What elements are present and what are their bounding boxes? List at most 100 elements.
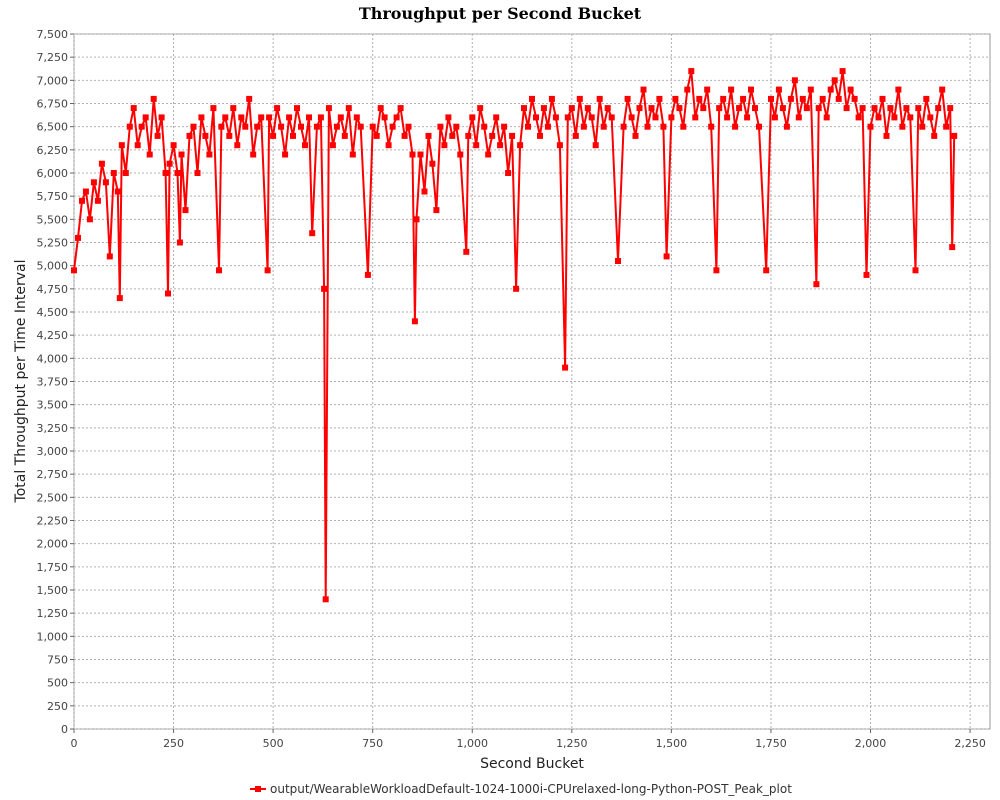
data-point — [891, 114, 898, 121]
data-point — [795, 114, 802, 121]
data-point — [477, 105, 484, 112]
data-point — [768, 95, 774, 102]
y-tick-label: 4,500 — [37, 306, 69, 319]
data-point — [166, 160, 173, 167]
data-point — [529, 95, 535, 102]
y-tick-label: 6,000 — [37, 167, 69, 180]
data-point — [385, 142, 392, 149]
data-point — [740, 95, 747, 102]
legend-swatch-marker — [255, 786, 261, 792]
y-tick-label: 0 — [61, 723, 68, 736]
data-point — [927, 114, 934, 121]
data-point — [648, 105, 655, 112]
data-point — [827, 86, 834, 93]
data-point — [596, 95, 603, 102]
data-point — [604, 105, 611, 112]
data-point — [688, 68, 695, 75]
y-tick-label: 1,250 — [37, 607, 69, 620]
data-point — [895, 86, 902, 93]
data-point — [644, 123, 651, 130]
data-point — [429, 160, 436, 167]
data-point — [592, 142, 599, 149]
data-point — [843, 105, 850, 112]
data-point — [79, 197, 85, 204]
data-point — [544, 123, 551, 130]
data-point — [337, 114, 344, 121]
y-tick-label: 750 — [47, 654, 68, 667]
data-point — [632, 132, 639, 139]
data-point — [86, 216, 93, 223]
data-point — [799, 95, 806, 102]
data-point — [238, 114, 245, 121]
data-point — [839, 68, 846, 75]
y-tick-label: 4,750 — [37, 283, 69, 296]
data-point — [126, 123, 133, 130]
data-point — [568, 105, 575, 112]
x-tick-label: 2,250 — [954, 737, 986, 750]
data-point — [600, 123, 607, 130]
data-point — [409, 151, 416, 158]
x-tick-label: 250 — [163, 737, 184, 750]
data-point — [513, 285, 520, 292]
data-point — [154, 132, 161, 139]
y-tick-label: 4,250 — [37, 329, 69, 342]
data-point — [322, 596, 329, 603]
data-point — [270, 132, 277, 139]
data-point — [656, 95, 663, 102]
data-point — [317, 114, 324, 121]
data-point — [628, 114, 635, 121]
x-tick-label: 1,250 — [556, 737, 588, 750]
data-point — [216, 267, 222, 274]
y-tick-label: 2,000 — [37, 538, 69, 551]
data-point — [353, 114, 360, 121]
data-point — [202, 132, 209, 139]
data-point — [411, 318, 418, 325]
data-point — [521, 105, 527, 112]
chart-title: Throughput per Second Bucket — [358, 4, 642, 23]
data-point — [417, 151, 424, 158]
data-point — [533, 114, 539, 121]
data-point — [907, 114, 914, 121]
data-point — [463, 248, 470, 255]
x-tick-label: 0 — [71, 737, 78, 750]
data-point — [242, 123, 249, 130]
data-point — [94, 197, 101, 204]
data-point — [71, 267, 77, 274]
data-point — [282, 151, 289, 158]
data-point — [176, 239, 183, 246]
data-point — [389, 123, 396, 130]
data-point — [405, 123, 412, 130]
data-point — [186, 132, 193, 139]
data-point — [194, 170, 201, 176]
data-point — [807, 86, 814, 93]
legend-label: output/WearableWorkloadDefault-1024-1000… — [270, 782, 792, 796]
data-point — [441, 142, 448, 149]
data-point — [572, 132, 579, 139]
y-tick-label: 2,500 — [37, 491, 69, 504]
data-point — [951, 132, 958, 139]
data-point — [680, 123, 687, 130]
y-tick-label: 7,250 — [37, 51, 69, 64]
y-tick-label: 5,000 — [37, 260, 69, 273]
data-point — [562, 364, 569, 371]
data-point — [138, 123, 145, 130]
x-tick-label: 1,500 — [656, 737, 688, 750]
data-point — [676, 105, 683, 112]
data-point — [505, 170, 512, 176]
data-point — [321, 285, 328, 292]
data-point — [692, 114, 699, 121]
data-point — [783, 123, 790, 130]
data-point — [831, 77, 838, 84]
data-point — [302, 142, 308, 149]
x-tick-label: 500 — [263, 737, 284, 750]
data-point — [912, 267, 919, 274]
data-point — [413, 216, 420, 223]
data-point — [162, 170, 169, 176]
data-point — [580, 123, 587, 130]
data-point — [732, 123, 739, 130]
data-point — [668, 114, 675, 121]
data-point — [75, 234, 81, 241]
data-point — [445, 114, 452, 121]
data-point — [122, 170, 129, 176]
data-point — [915, 105, 922, 112]
